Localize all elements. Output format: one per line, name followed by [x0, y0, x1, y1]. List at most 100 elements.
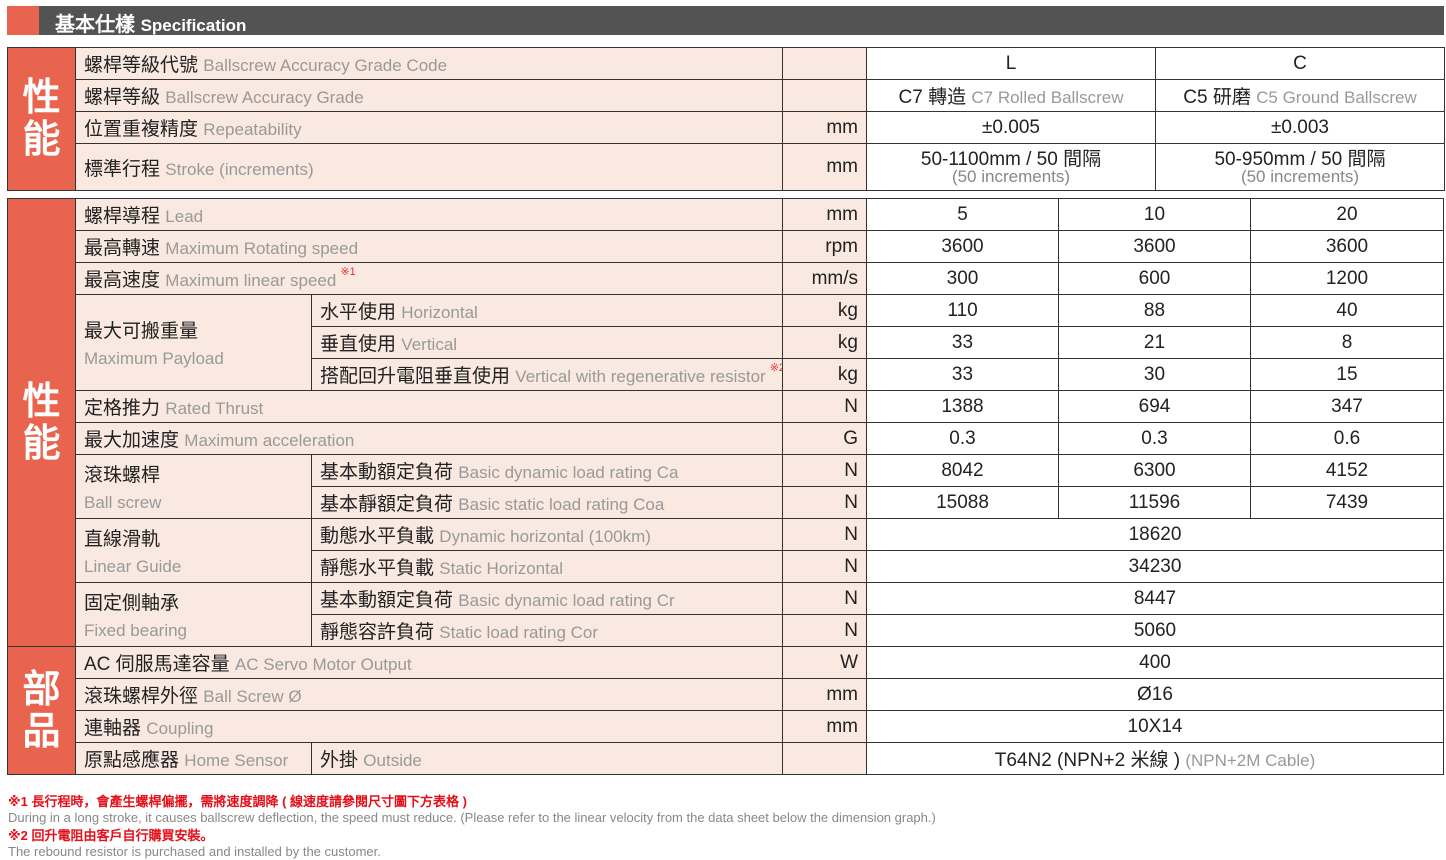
title-zh: 基本仕樣 [55, 14, 135, 36]
footnote-2-en: The rebound resistor is purchased and in… [8, 844, 381, 859]
group-label-zh: 直線滑軌 [84, 529, 161, 550]
value-cell: 10 [1058, 198, 1251, 231]
value-cell: C7 轉造 C7 Rolled Ballscrew [866, 79, 1156, 112]
label-zh: 原點感應器 [84, 750, 180, 771]
value-cell: 110 [866, 294, 1059, 327]
label-en: AC Servo Motor Output [234, 655, 412, 674]
label-zh: 靜態容許負荷 [320, 622, 435, 643]
label-zh: 垂直使用 [320, 334, 397, 355]
side-label-performance: 性能 [7, 47, 76, 191]
value: T64N2 (NPN+2 米線 ) [994, 750, 1181, 771]
label-zh: 基本動額定負荷 [320, 462, 454, 483]
group-label-zh: 最大可搬重量 [84, 321, 199, 342]
value: 8447 [1133, 587, 1177, 609]
row-label: 位置重複精度 Repeatability [75, 111, 783, 144]
value: 15088 [936, 491, 989, 513]
group-label-en: Linear Guide [84, 557, 182, 576]
label-zh: 標準行程 [84, 158, 161, 180]
value-cell: 8447 [866, 582, 1444, 615]
label-zh: 基本動額定負荷 [320, 590, 454, 611]
value-cell: 18620 [866, 518, 1444, 551]
value: 0.3 [1141, 427, 1168, 449]
value: 15 [1336, 363, 1358, 385]
value-cell: ±0.003 [1155, 111, 1445, 144]
label-zh: AC 伺服馬達容量 [84, 654, 230, 675]
unit-cell: rpm [782, 230, 867, 263]
value-sub: (50 increments) [1240, 167, 1360, 186]
value: 11596 [1128, 491, 1181, 513]
label-zh: 基本靜額定負荷 [320, 494, 454, 515]
value: 347 [1331, 395, 1363, 417]
table-row: 標準行程 Stroke (increments) mm 50-1100mm / 50… [8, 143, 1445, 191]
row-label: 連軸器 Coupling [75, 710, 783, 743]
table-row: 位置重複精度 Repeatability mm ±0.005 ±0.003 [8, 111, 1445, 144]
unit-cell: N [782, 550, 867, 583]
row-label: 滾珠螺桿外徑 Ball Screw Ø [75, 678, 783, 711]
value: 5060 [1133, 619, 1177, 641]
value-cell: 8 [1250, 326, 1444, 359]
table-row: 性能 螺桿導程 Lead mm 5 10 20 [7, 198, 1444, 647]
label-zh: 動態水平負載 [320, 526, 435, 547]
label-zh: 滾珠螺桿外徑 [84, 686, 199, 707]
row-label: 定格推力 Rated Thrust [75, 390, 783, 423]
unit-cell: mm/s [782, 262, 867, 295]
group-label: 最大可搬重量 Maximum Payload [75, 294, 312, 391]
row-label: 搭配回升電阻垂直使用 Vertical with regenerative re… [311, 358, 783, 391]
value-cell: 0.3 [1058, 422, 1251, 455]
value: 20 [1336, 203, 1358, 225]
value-cell: 5 [866, 198, 1059, 231]
header-accent [7, 6, 39, 35]
table-row: 搭配回升電阻垂直使用 Vertical with regenerative re… [8, 358, 1444, 391]
unit-cell: kg [782, 358, 867, 391]
label-zh: 位置重複精度 [84, 119, 199, 140]
label-en: Repeatability [203, 120, 302, 139]
table-row: 性能 螺桿等級代號 Ballscrew Accuracy Grade Code L C [7, 47, 1445, 191]
value: 7439 [1325, 491, 1369, 513]
row-label: 最高轉速 Maximum Rotating speed [75, 230, 783, 263]
unit-cell: N [782, 390, 867, 423]
table-row: 垂直使用 Vertical kg 33 21 8 [8, 326, 1444, 359]
value: 6300 [1133, 459, 1176, 481]
value-cell: 347 [1250, 390, 1444, 423]
value-cell: 33 [866, 326, 1059, 359]
value-cell: 10X14 [866, 710, 1444, 743]
table-row: 原點感應器 Home Sensor 外掛 Outside T64N2 (NPN+2 … [8, 742, 1444, 775]
group-label-en: Fixed bearing [84, 621, 188, 640]
unit-cell: mm [782, 143, 867, 191]
label-en: Basic static load rating Coa [458, 495, 665, 514]
value-cell: 11596 [1058, 486, 1251, 519]
value: 694 [1138, 395, 1171, 417]
value-cell: 694 [1058, 390, 1251, 423]
value-cell: 300 [866, 262, 1059, 295]
row-sublabel: 外掛 Outside [311, 742, 783, 775]
value: 5 [957, 203, 968, 225]
table-row: 固定側軸承 Fixed bearing 基本動額定負荷 Basic dynamic … [8, 582, 1444, 647]
label-zh: 螺桿導程 [84, 206, 161, 227]
label-en: Static load rating Cor [439, 623, 599, 642]
label-en: Vertical with regenerative resistor [515, 367, 766, 386]
unit-cell: kg [782, 326, 867, 359]
value-cell: 15088 [866, 486, 1059, 519]
value-en: (NPN+2M Cable) [1185, 751, 1316, 770]
label-en: Lead [165, 207, 204, 226]
section-header: 基本仕樣 Specification [7, 6, 1444, 36]
footnote-ref: ※1 [340, 266, 356, 278]
value: 400 [1139, 651, 1171, 673]
value-cell: 50-950mm / 50 間隔 (50 increments) [1155, 143, 1445, 191]
value-cell: C [1155, 47, 1445, 80]
table-row: 連軸器 Coupling mm 10X14 [8, 710, 1444, 743]
value: 30 [1143, 363, 1166, 385]
label-zh: 靜態水平負載 [320, 558, 435, 579]
value-cell: 50-1100mm / 50 間隔 (50 increments) [866, 143, 1156, 191]
value-cell: 1200 [1250, 262, 1444, 295]
value: 40 [1336, 299, 1358, 321]
table-row: 直線滑軌 Linear Guide 動態水平負載 Dynamic horizonta… [8, 518, 1444, 583]
value: ±0.003 [1271, 116, 1329, 138]
label-en: Coupling [146, 719, 214, 738]
group-label-en: Maximum Payload [84, 349, 224, 368]
footnote-1-zh: ※1 長行程時，會產生螺桿偏擺，需將速度調降 ( 線速度請參閱尺寸圖下方表格 ) [8, 794, 467, 809]
value: 0.3 [949, 427, 976, 449]
value: 1200 [1325, 267, 1369, 289]
value-cell: 0.6 [1250, 422, 1444, 455]
label-en: Basic dynamic load rating Ca [458, 463, 679, 482]
